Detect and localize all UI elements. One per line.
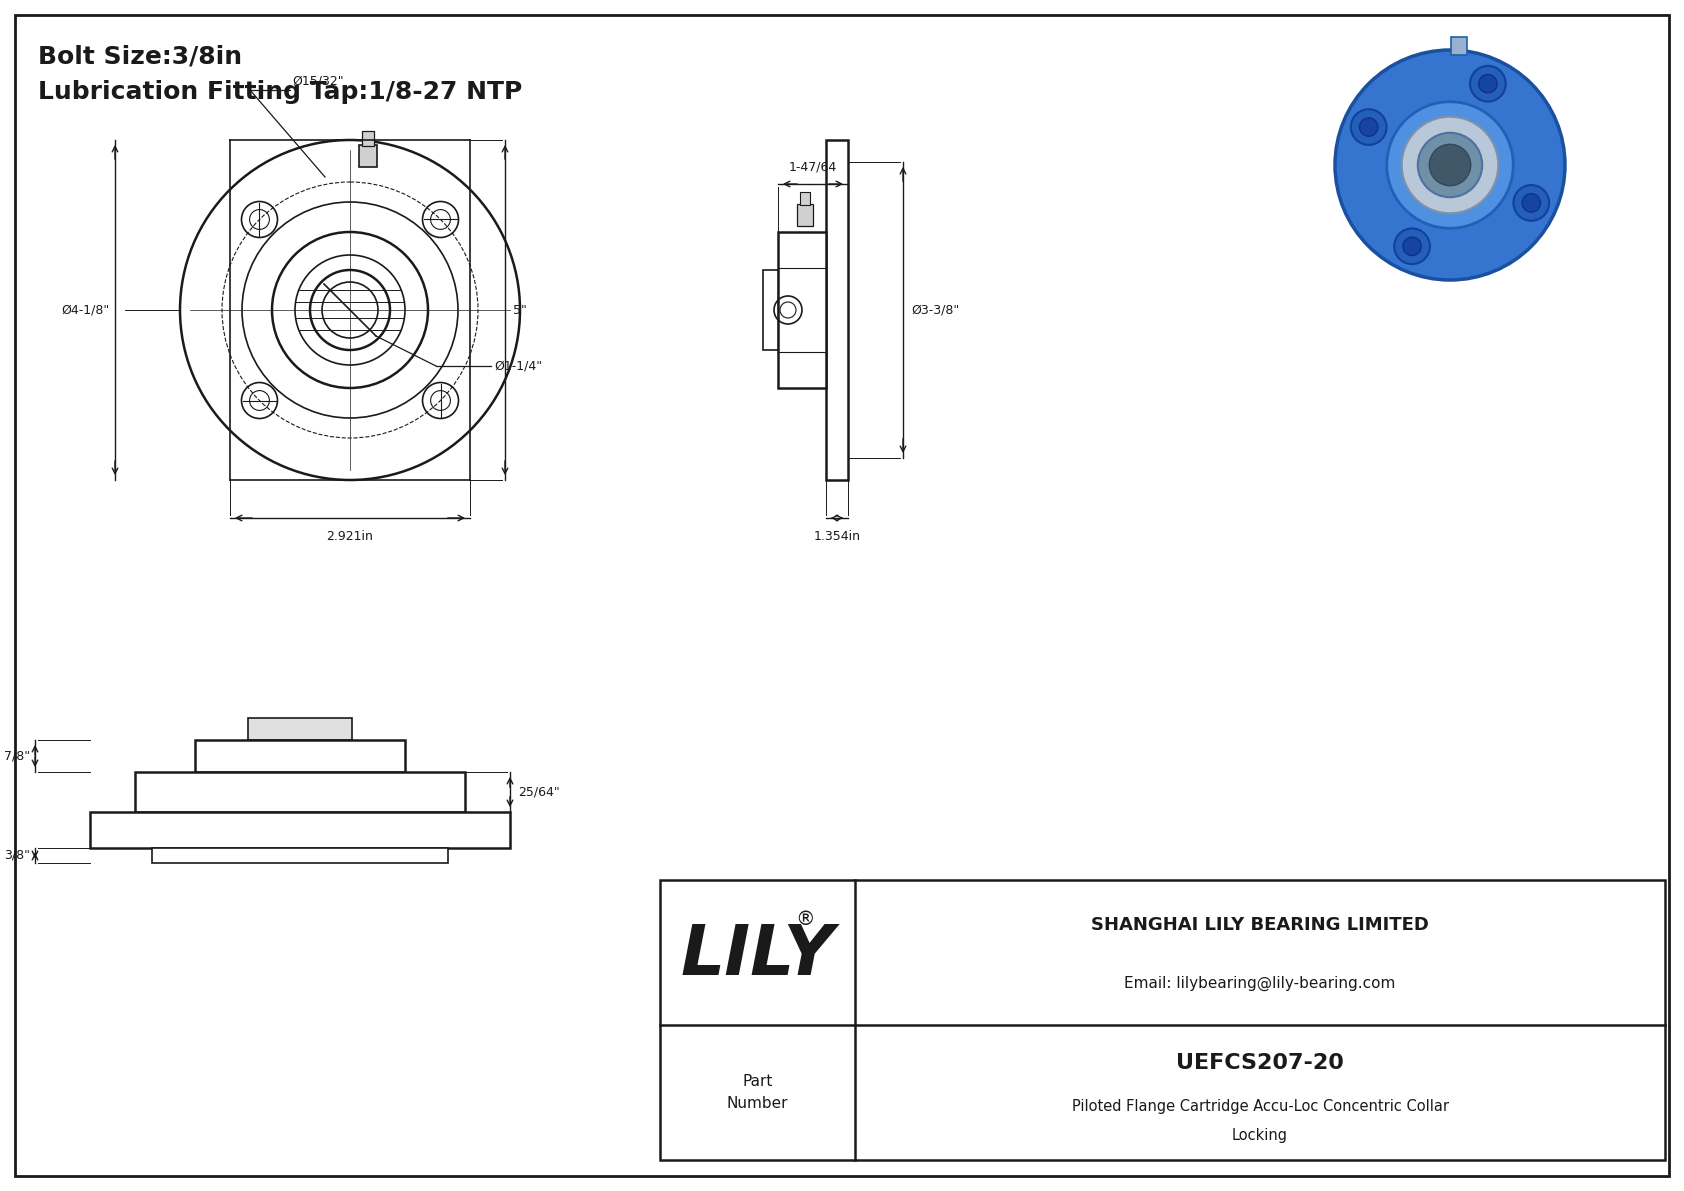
Text: Piloted Flange Cartridge Accu-Loc Concentric Collar: Piloted Flange Cartridge Accu-Loc Concen…: [1071, 1098, 1448, 1114]
Text: 5": 5": [514, 304, 527, 317]
Text: 25/64": 25/64": [519, 786, 559, 798]
Circle shape: [1359, 118, 1378, 136]
Bar: [1452, 37, 1467, 55]
Text: UEFCS207-20: UEFCS207-20: [1175, 1053, 1344, 1073]
Bar: [152, 848, 448, 863]
Bar: [135, 772, 465, 812]
Circle shape: [1394, 229, 1430, 264]
Circle shape: [1403, 237, 1421, 256]
Text: Lubrication Fitting Tap:1/8-27 NTP: Lubrication Fitting Tap:1/8-27 NTP: [39, 80, 522, 104]
Bar: [89, 812, 510, 848]
Bar: [797, 204, 813, 226]
Bar: [359, 145, 377, 167]
Text: Ø3-3/8": Ø3-3/8": [911, 304, 960, 317]
Circle shape: [1335, 50, 1564, 280]
Circle shape: [1522, 194, 1541, 212]
Text: Bolt Size:3/8in: Bolt Size:3/8in: [39, 45, 242, 69]
Bar: [825, 141, 849, 480]
Circle shape: [1479, 75, 1497, 93]
Bar: [778, 232, 825, 388]
Text: Locking: Locking: [1233, 1128, 1288, 1143]
Circle shape: [1401, 117, 1499, 213]
Circle shape: [1418, 133, 1482, 198]
Bar: [195, 740, 404, 772]
Circle shape: [1386, 101, 1514, 229]
Text: LILY: LILY: [680, 922, 835, 989]
Text: Ø4-1/8": Ø4-1/8": [62, 304, 109, 317]
Text: Ø15/32": Ø15/32": [291, 75, 344, 88]
Circle shape: [1514, 185, 1549, 220]
Bar: [362, 131, 374, 146]
Text: Part
Number: Part Number: [727, 1074, 788, 1110]
Text: ®: ®: [795, 910, 815, 929]
Text: 2.921in: 2.921in: [327, 530, 374, 543]
Bar: [800, 192, 810, 205]
Text: 1.354in: 1.354in: [813, 530, 861, 543]
Circle shape: [1430, 144, 1470, 186]
Text: Email: lilybearing@lily-bearing.com: Email: lilybearing@lily-bearing.com: [1125, 975, 1396, 991]
Bar: [248, 718, 352, 740]
Text: 3/8": 3/8": [3, 849, 30, 862]
Bar: [660, 880, 1665, 1160]
Bar: [763, 270, 778, 350]
Text: 1-47/64: 1-47/64: [788, 161, 837, 174]
Text: 7/8": 7/8": [3, 749, 30, 762]
Circle shape: [1470, 66, 1505, 101]
Text: Ø1-1/4": Ø1-1/4": [493, 360, 542, 373]
Text: SHANGHAI LILY BEARING LIMITED: SHANGHAI LILY BEARING LIMITED: [1091, 916, 1430, 934]
Circle shape: [1351, 110, 1386, 145]
